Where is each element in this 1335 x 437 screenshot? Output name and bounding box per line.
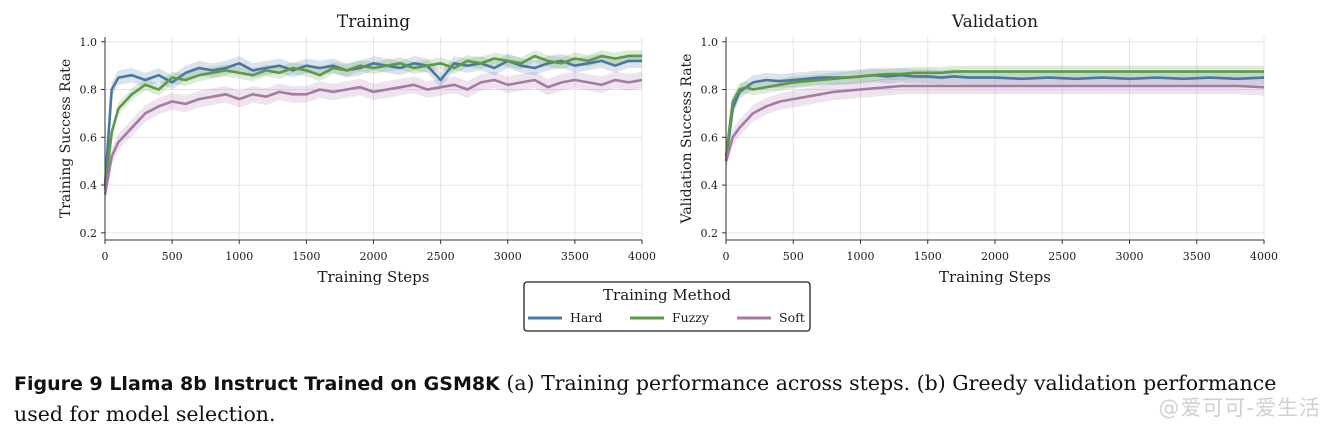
caption-label: Figure 9 Llama 8b Instruct Trained on GS… bbox=[14, 373, 500, 395]
y-tick-label: 1.0 bbox=[701, 36, 719, 49]
x-tick-label: 4000 bbox=[1250, 250, 1278, 263]
series-band-hard bbox=[105, 53, 642, 193]
series-band-fuzzy bbox=[726, 65, 1264, 163]
y-tick-label: 0.2 bbox=[701, 227, 719, 240]
chart-title: Validation bbox=[951, 12, 1038, 32]
x-tick-label: 2000 bbox=[981, 250, 1009, 263]
watermark-text: @爱可可-爱生活 bbox=[1158, 396, 1321, 420]
legend-label-fuzzy: Fuzzy bbox=[672, 310, 710, 325]
legend-label-hard: Hard bbox=[570, 310, 602, 325]
x-tick-label: 1000 bbox=[225, 250, 253, 263]
x-tick-label: 0 bbox=[723, 250, 730, 263]
x-tick-label: 2500 bbox=[427, 250, 455, 263]
x-tick-label: 3500 bbox=[561, 250, 589, 263]
chart-panel-validation: 0 500 1000 1500 2000 2500 3000 3500 4000 0.2 0.4 0.… bbox=[679, 12, 1278, 286]
series-line-soft bbox=[724, 84, 1265, 162]
x-tick-label: 500 bbox=[162, 250, 183, 263]
figure-caption: Figure 9 Llama 8b Instruct Trained on GS… bbox=[14, 368, 1324, 429]
legend-label-soft: Soft bbox=[779, 310, 805, 325]
x-tick-label: 1500 bbox=[292, 250, 320, 263]
y-tick-label: 0.2 bbox=[80, 227, 98, 240]
y-tick-label: 1.0 bbox=[80, 36, 98, 49]
x-axis-label: Training Steps bbox=[939, 268, 1051, 286]
x-tick-label: 1500 bbox=[914, 250, 942, 263]
y-tick-label: 0.8 bbox=[80, 84, 98, 97]
series-line-fuzzy bbox=[103, 54, 642, 190]
x-tick-label: 500 bbox=[783, 250, 804, 263]
series-line-hard bbox=[724, 73, 1265, 162]
y-tick-label: 0.4 bbox=[701, 179, 719, 192]
y-tick-label: 0.6 bbox=[80, 131, 98, 144]
x-tick-label: 2000 bbox=[360, 250, 388, 263]
caption-text: (a) Training performance across steps. (… bbox=[14, 371, 1277, 426]
y-axis-label: Validation Success Rate bbox=[679, 54, 695, 225]
x-tick-label: 3500 bbox=[1183, 250, 1211, 263]
y-axis-label: Training Success Rate bbox=[58, 59, 74, 218]
y-tick-label: 0.6 bbox=[701, 131, 719, 144]
x-tick-label: 0 bbox=[102, 250, 109, 263]
x-tick-label: 3000 bbox=[494, 250, 522, 263]
y-tick-label: 0.8 bbox=[701, 84, 719, 97]
chart-title: Training bbox=[337, 12, 410, 32]
series-band-soft bbox=[105, 71, 642, 203]
legend-title: Training Method bbox=[603, 286, 731, 304]
y-tick-label: 0.4 bbox=[80, 179, 98, 192]
x-tick-label: 1000 bbox=[847, 250, 875, 263]
series-line-fuzzy bbox=[724, 70, 1264, 157]
series-line-soft bbox=[103, 78, 643, 195]
chart-panel-training: 0 500 1000 1500 2000 2500 3000 3500 4000 0.2 0.4 0.… bbox=[58, 12, 656, 286]
x-axis-label: Training Steps bbox=[318, 268, 430, 286]
x-tick-label: 4000 bbox=[628, 250, 656, 263]
x-tick-label: 3000 bbox=[1116, 250, 1144, 263]
series-band-fuzzy bbox=[105, 50, 642, 196]
x-tick-label: 2500 bbox=[1048, 250, 1076, 263]
figure: 0 500 1000 1500 2000 2500 3000 3500 4000 0.2 0.4 0.… bbox=[58, 12, 1278, 332]
